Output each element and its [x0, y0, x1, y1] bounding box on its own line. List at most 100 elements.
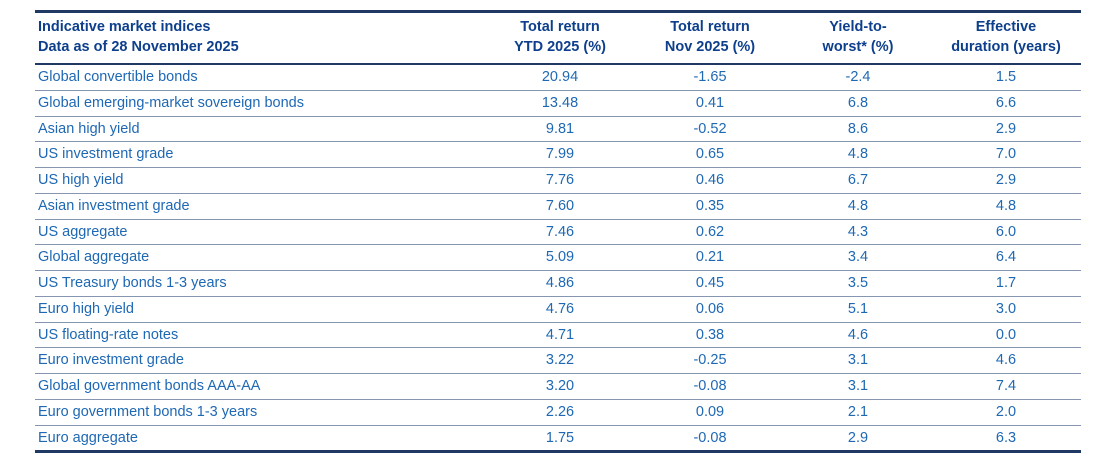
effective-duration-value: 7.0 [995, 146, 1017, 163]
effective-duration-value: 2.9 [995, 120, 1017, 137]
yield-to-worst-value: 3.1 [847, 352, 869, 369]
index-name: Euro investment grade [38, 352, 184, 369]
ytd-return-value: 1.75 [545, 429, 575, 446]
ytd-return-value: 7.76 [545, 172, 575, 189]
effective-duration-value: 6.4 [995, 249, 1017, 266]
ytd-return-value: 20.94 [541, 69, 579, 86]
nov-return-value: -0.25 [693, 352, 727, 369]
effective-duration-value: 2.0 [995, 403, 1017, 420]
effective-duration-value: 1.5 [995, 69, 1017, 86]
index-name: US floating-rate notes [38, 326, 179, 343]
effective-duration-value: 6.6 [995, 94, 1017, 111]
effective-duration-value: 6.0 [995, 223, 1017, 240]
index-name: Euro high yield [38, 300, 134, 317]
ytd-return-value: 5.09 [545, 249, 575, 266]
nov-return-value: -0.52 [693, 120, 727, 137]
nov-return-value: 0.35 [695, 197, 725, 214]
table-row: US floating-rate notes 4.71 0.38 4.6 0.0 [35, 323, 1081, 349]
ytd-return-value: 3.20 [545, 378, 575, 395]
effective-duration-value: 6.3 [995, 429, 1017, 446]
index-name: Global emerging-market sovereign bonds [38, 94, 304, 111]
index-name: Asian high yield [38, 120, 140, 137]
effective-duration-value: 1.7 [995, 275, 1017, 292]
nov-return-value: 0.41 [695, 94, 725, 111]
column-header-total-return-ytd: Total return YTD 2025 (%) [514, 19, 606, 55]
effective-duration-value: 4.8 [995, 197, 1017, 214]
index-name: US Treasury bonds 1-3 years [38, 275, 227, 292]
table-row: Asian investment grade 7.60 0.35 4.8 4.8 [35, 194, 1081, 220]
index-name: US investment grade [38, 146, 174, 163]
yield-to-worst-value: 4.6 [847, 326, 869, 343]
index-name: Global aggregate [38, 249, 150, 266]
yield-to-worst-value: 8.6 [847, 120, 869, 137]
index-name: Euro government bonds 1-3 years [38, 403, 258, 420]
ytd-return-value: 4.86 [545, 275, 575, 292]
nov-return-value: 0.21 [695, 249, 725, 266]
nov-return-value: 0.65 [695, 146, 725, 163]
nov-return-value: 0.06 [695, 300, 725, 317]
ytd-return-value: 7.46 [545, 223, 575, 240]
effective-duration-value: 7.4 [995, 378, 1017, 395]
yield-to-worst-value: 2.9 [847, 429, 869, 446]
yield-to-worst-value: 3.5 [847, 275, 869, 292]
yield-to-worst-value: 5.1 [847, 300, 869, 317]
table-row: US high yield 7.76 0.46 6.7 2.9 [35, 168, 1081, 194]
table-row: Global aggregate 5.09 0.21 3.4 6.4 [35, 245, 1081, 271]
yield-to-worst-value: 4.8 [847, 197, 869, 214]
nov-return-value: 0.46 [695, 172, 725, 189]
table-row: Global emerging-market sovereign bonds 1… [35, 91, 1081, 117]
index-name: US high yield [38, 172, 124, 189]
index-name: Global government bonds AAA-AA [38, 378, 261, 395]
ytd-return-value: 4.71 [545, 326, 575, 343]
effective-duration-value: 2.9 [995, 172, 1017, 189]
nov-return-value: 0.38 [695, 326, 725, 343]
market-indices-table: Indicative market indices Data as of 28 … [35, 10, 1081, 454]
column-header-effective-duration: Effective duration (years) [951, 19, 1061, 55]
table-title-line2: Data as of 28 November 2025 [38, 39, 239, 55]
yield-to-worst-value: 4.8 [847, 146, 869, 163]
table-row: US investment grade 7.99 0.65 4.8 7.0 [35, 142, 1081, 168]
table-row: Euro aggregate 1.75 -0.08 2.9 6.3 [35, 426, 1081, 454]
yield-to-worst-value: 3.1 [847, 378, 869, 395]
table-header: Indicative market indices Data as of 28 … [35, 10, 1081, 65]
column-header-yield-to-worst: Yield-to- worst* (%) [822, 19, 894, 55]
ytd-return-value: 7.99 [545, 146, 575, 163]
yield-to-worst-value: -2.4 [845, 69, 871, 86]
nov-return-value: 0.09 [695, 403, 725, 420]
ytd-return-value: 3.22 [545, 352, 575, 369]
table-title-line1: Indicative market indices [38, 19, 211, 35]
yield-to-worst-value: 4.3 [847, 223, 869, 240]
nov-return-value: -0.08 [693, 378, 727, 395]
table-row: Global convertible bonds 20.94 -1.65 -2.… [35, 65, 1081, 91]
index-name: Asian investment grade [38, 197, 190, 214]
yield-to-worst-value: 2.1 [847, 403, 869, 420]
effective-duration-value: 4.6 [995, 352, 1017, 369]
nov-return-value: -1.65 [693, 69, 727, 86]
nov-return-value: 0.45 [695, 275, 725, 292]
index-name: Euro aggregate [38, 429, 138, 446]
table-row: Euro investment grade 3.22 -0.25 3.1 4.6 [35, 348, 1081, 374]
table-row: US aggregate 7.46 0.62 4.3 6.0 [35, 220, 1081, 246]
effective-duration-value: 3.0 [995, 300, 1017, 317]
ytd-return-value: 7.60 [545, 197, 575, 214]
table-row: Asian high yield 9.81 -0.52 8.6 2.9 [35, 117, 1081, 143]
ytd-return-value: 4.76 [545, 300, 575, 317]
ytd-return-value: 2.26 [545, 403, 575, 420]
table-row: US Treasury bonds 1-3 years 4.86 0.45 3.… [35, 271, 1081, 297]
table-title: Indicative market indices Data as of 28 … [35, 17, 485, 57]
yield-to-worst-value: 6.7 [847, 172, 869, 189]
table-row: Global government bonds AAA-AA 3.20 -0.0… [35, 374, 1081, 400]
effective-duration-value: 0.0 [995, 326, 1017, 343]
nov-return-value: -0.08 [693, 429, 727, 446]
yield-to-worst-value: 3.4 [847, 249, 869, 266]
table-row: Euro government bonds 1-3 years 2.26 0.0… [35, 400, 1081, 426]
ytd-return-value: 13.48 [541, 94, 579, 111]
index-name: Global convertible bonds [38, 69, 198, 86]
index-name: US aggregate [38, 223, 128, 240]
nov-return-value: 0.62 [695, 223, 725, 240]
ytd-return-value: 9.81 [545, 120, 575, 137]
column-header-total-return-nov: Total return Nov 2025 (%) [664, 19, 756, 55]
table-row: Euro high yield 4.76 0.06 5.1 3.0 [35, 297, 1081, 323]
yield-to-worst-value: 6.8 [847, 94, 869, 111]
